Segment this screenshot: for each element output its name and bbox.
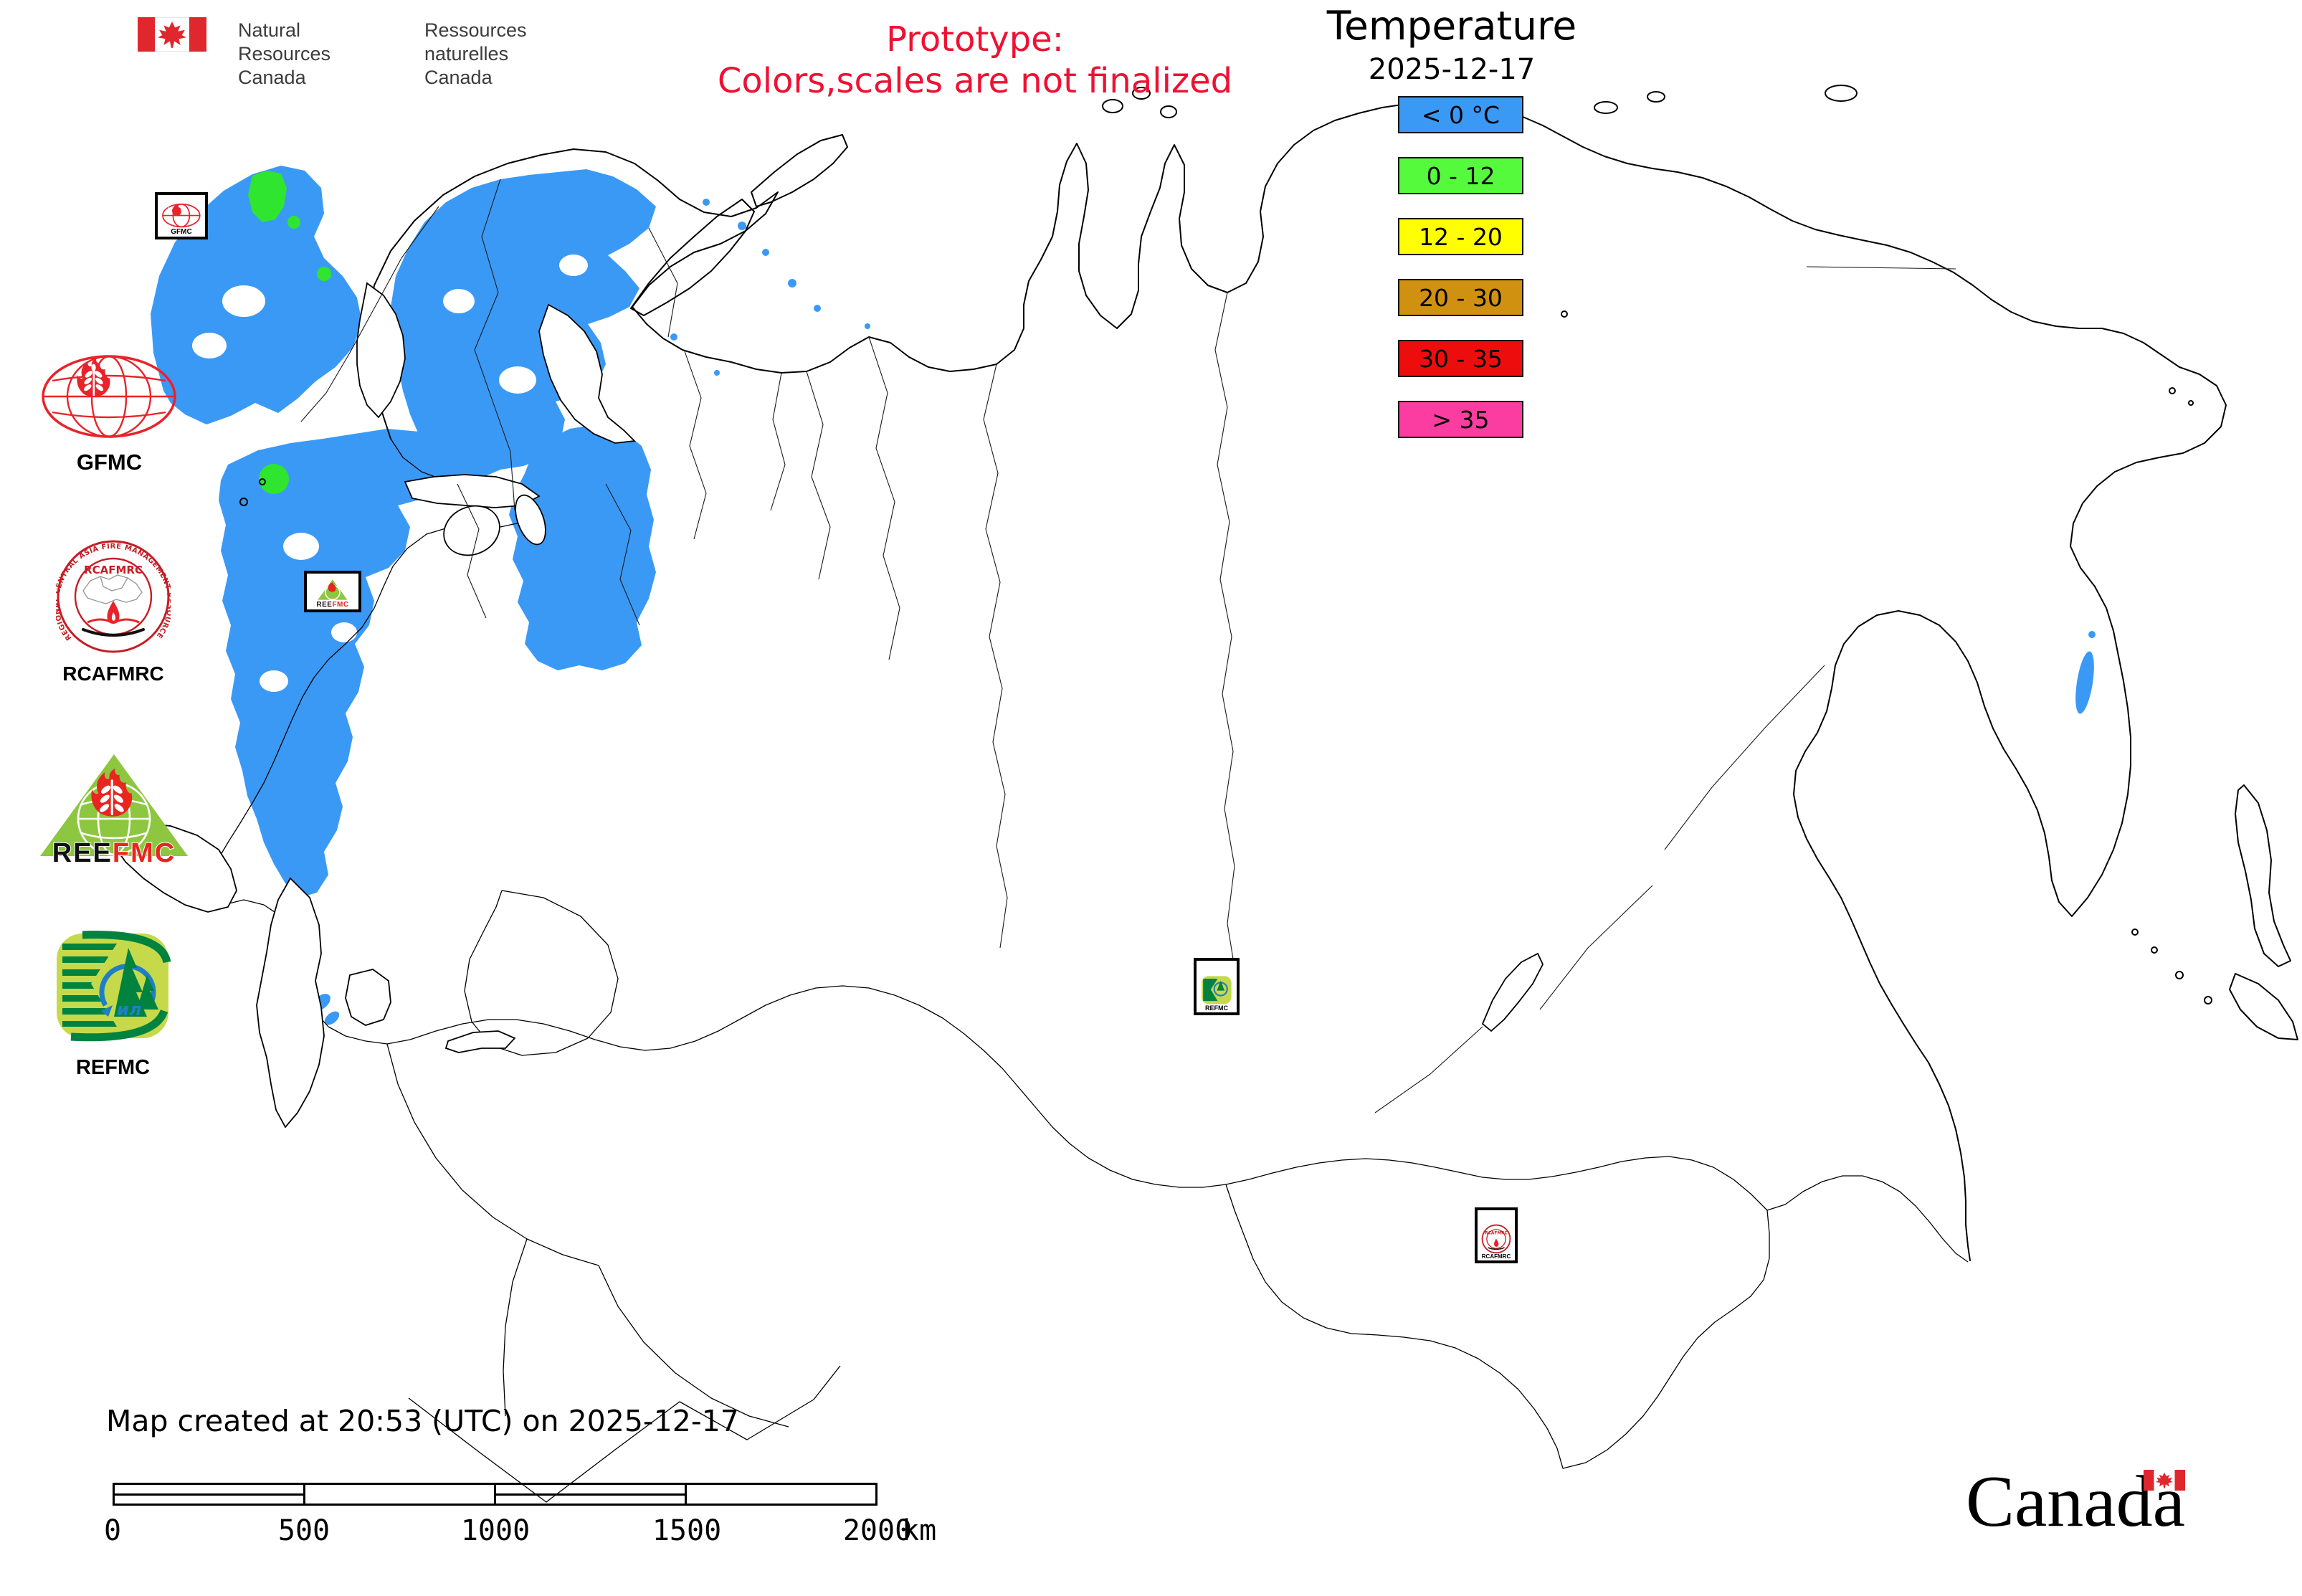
- legend-item-label: 0 - 12: [1426, 161, 1495, 190]
- canada-flag-icon: [138, 17, 206, 52]
- scale-bar-segment: [496, 1485, 687, 1504]
- legend-item-label: 12 - 20: [1419, 222, 1503, 251]
- refmc-logo: ил REFMC: [54, 931, 172, 1080]
- legend-date: 2025-12-17: [1368, 53, 1536, 86]
- legend-item-20-30: 20 - 30: [1398, 279, 1523, 316]
- svg-text:ил: ил: [117, 999, 141, 1020]
- rcafmrc-label: RCAFMRC: [62, 662, 164, 685]
- scale-bar-segment: [687, 1485, 875, 1504]
- gulf-of-bothnia: [356, 282, 406, 419]
- lake-balkhash: [444, 1030, 516, 1053]
- reefmc-logo: REEFMC: [37, 750, 191, 869]
- legend-item-above-35: > 35: [1398, 401, 1523, 438]
- map-created-timestamp: Map created at 20:53 (UTC) on 2025-12-17: [106, 1404, 739, 1438]
- scale-tick-2000: 2000: [842, 1514, 913, 1547]
- svg-text:REEFMC: REEFMC: [52, 838, 176, 865]
- scale-tick-500: 500: [277, 1514, 330, 1547]
- scale-tick-1000: 1000: [460, 1514, 531, 1547]
- interior-borders: [300, 179, 1956, 1113]
- lake-baikal: [1481, 952, 1544, 1032]
- legend-title: Temperature: [1326, 3, 1577, 49]
- reefmc-triangle-icon: REEFMC: [40, 754, 188, 869]
- refmc-mini-icon: [1202, 976, 1232, 1004]
- map-marker-rcafmrc-label: RCAFMRC: [1481, 1253, 1511, 1260]
- legend-item-below-0: < 0 °C: [1398, 96, 1523, 133]
- prototype-disclaimer: Prototype: Colors,scales are not finaliz…: [717, 19, 1233, 101]
- refmc-label: REFMC: [75, 1056, 151, 1079]
- refmc-sigma-icon: ил: [57, 931, 171, 1042]
- map-marker-rcafmrc: RCAFMRC RCAFMRC: [1475, 1207, 1518, 1263]
- legend-item-0-12: 0 - 12: [1398, 157, 1523, 194]
- scale-bar-segment: [115, 1485, 305, 1504]
- scale-tick-1500: 1500: [652, 1514, 722, 1547]
- legend-item-label: 30 - 35: [1419, 344, 1503, 373]
- aral-sea: [345, 969, 391, 1026]
- gfmc-mini-icon: [162, 203, 201, 228]
- rcafmrc-mini-icon: RCAFMRC: [1481, 1224, 1511, 1254]
- nrcan-title-en: Natural Resources Canada: [238, 19, 331, 88]
- svg-text:RCAFMRC: RCAFMRC: [1485, 1232, 1507, 1236]
- temperature-region-below-zero: [151, 166, 2096, 1025]
- scale-bar-segment: [305, 1485, 496, 1504]
- map-marker-refmc-label: REFMC: [1205, 1004, 1228, 1012]
- map-marker-reefmc-label-red: FMC: [332, 601, 349, 609]
- rcafmrc-logo: REGIONAL CENTRAL ASIA FIRE MANAGEMENT RE…: [53, 533, 173, 685]
- legend-item-12-20: 12 - 20: [1398, 218, 1523, 255]
- novaya-zemlya-islands: [630, 199, 755, 316]
- legend-item-label: > 35: [1432, 405, 1490, 434]
- gfmc-globe-flame-icon: [42, 355, 176, 438]
- map-marker-reefmc: REEFMC: [304, 571, 361, 612]
- map-marker-refmc: REFMC: [1194, 958, 1240, 1015]
- temperature-region-zero-to-twelve: [248, 171, 331, 494]
- scale-unit-label: km: [902, 1514, 937, 1547]
- gfmc-logo: GFMC: [39, 353, 183, 475]
- temperature-legend: Temperature 2025-12-17 < 0 °C 0 - 12 12 …: [1323, 3, 1581, 438]
- hokkaido-island: [2229, 973, 2298, 1040]
- map-marker-reefmc-label-black: REE: [316, 601, 333, 609]
- legend-item-30-35: 30 - 35: [1398, 340, 1523, 377]
- legend-item-label: 20 - 30: [1419, 283, 1503, 312]
- scale-bar: [113, 1483, 877, 1506]
- white-sea: [538, 303, 636, 444]
- rcafmrc-badge-icon: REGIONAL CENTRAL ASIA FIRE MANAGEMENT RE…: [53, 533, 173, 653]
- coastlines: [206, 85, 2298, 1503]
- scale-tick-0: 0: [103, 1514, 122, 1547]
- legend-item-label: < 0 °C: [1421, 100, 1500, 129]
- sakhalin-island: [2235, 784, 2291, 967]
- canada-wordmark: Canada: [1966, 1460, 2185, 1544]
- lake-ladoga: [443, 505, 500, 556]
- map-marker-gfmc: GFMC: [155, 192, 208, 239]
- canada-wordmark-flag-icon: [2144, 1470, 2185, 1491]
- map-marker-gfmc-label: GFMC: [171, 228, 192, 236]
- lake-onega: [515, 494, 546, 546]
- map-marker-reefmc-label: REEFMC: [316, 602, 348, 609]
- svg-text:RCAFMRC: RCAFMRC: [84, 564, 143, 576]
- gfmc-label: GFMC: [76, 450, 143, 475]
- reefmc-mini-icon: [318, 579, 348, 600]
- caspian-sea: [256, 877, 325, 1129]
- nrcan-title-fr: Ressources naturelles Canada: [424, 19, 527, 88]
- mongolia-border: [1225, 1184, 1770, 1469]
